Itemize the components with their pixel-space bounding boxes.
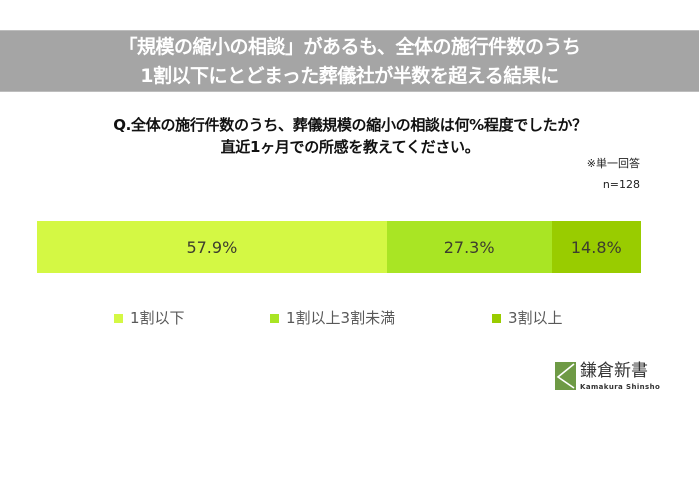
legend-label: 3割以上 [508,309,563,327]
segment-value-label: 27.3% [443,237,495,257]
question-line-1: Q.全体の施行件数のうち、葬儀規模の縮小の相談は何%程度でしたか？ [113,116,587,134]
logo-name: 鎌倉新書 [580,361,648,381]
segment-value-label: 57.9% [186,237,238,257]
logo-mark-icon [555,362,576,390]
bar-segment-over-30pct: 14.8% [551,221,641,273]
legend-swatch-icon [114,313,123,323]
sample-size-note: n=128 [602,178,640,191]
legend-label: 1割以下 [130,309,185,327]
segment-value-label: 14.8% [570,237,622,257]
legend-swatch-icon [270,313,279,323]
logo-mark-bg [555,362,576,390]
question-line-2: 直近1ヶ月での所感を教えてください。 [220,138,480,156]
logo-subtitle: Kamakura Shinsho [580,383,661,391]
headline-line-2: 1割以下にとどまった葬儀社が半数を超える結果に [140,65,559,87]
legend-item-under-10pct: 1割以下 [114,308,185,328]
legend-label: 1割以上3割未満 [286,309,396,327]
bar-segment-10-to-30pct: 27.3% [386,221,552,273]
company-logo: 鎌倉新書 Kamakura Shinsho [555,361,665,395]
stacked-bar: 57.9% 27.3% 14.8% [37,221,641,273]
headline-line-1: 「規模の縮小の相談」があるも、全体の施行件数のうち [118,36,581,58]
bar-segment-under-10pct: 57.9% [37,221,387,273]
chart-legend: 1割以下 1割以上3割未満 3割以上 [0,308,700,328]
legend-item-10-to-30pct: 1割以上3割未満 [270,308,395,328]
answer-type-note: ※単一回答 [586,157,640,170]
headline-banner: 「規模の縮小の相談」があるも、全体の施行件数のうち 1割以下にとどまった葬儀社が… [0,30,699,92]
legend-item-over-30pct: 3割以上 [492,308,563,328]
legend-swatch-icon [492,313,501,323]
